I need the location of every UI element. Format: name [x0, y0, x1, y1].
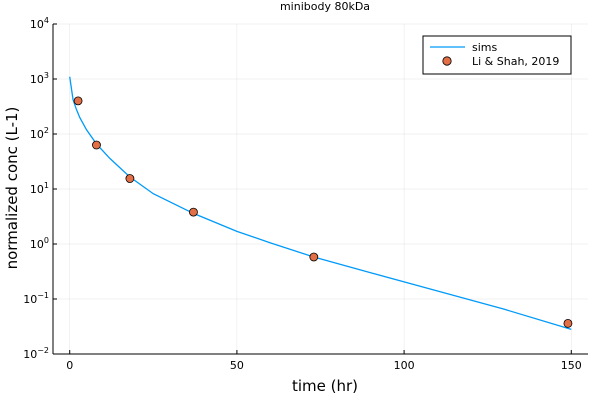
data-point-2	[125, 174, 135, 183]
data-point-4	[309, 252, 319, 262]
plot-series	[69, 76, 573, 331]
series-line-sims	[69, 76, 572, 331]
chart-title: minibody 80kDa	[280, 0, 370, 13]
x-tick-label-1: 50	[230, 359, 244, 372]
y-tick-label-4: 102	[30, 126, 49, 141]
legend: sims Li & Shah, 2019	[422, 35, 572, 75]
x-axis-label: time (hr)	[292, 377, 358, 395]
x-tick-label-2: 100	[394, 359, 415, 372]
y-tick-label-6: 104	[30, 16, 49, 31]
x-tick-label-0: 0	[66, 359, 73, 372]
y-tick-label-3: 101	[30, 181, 49, 196]
data-point-0	[73, 96, 83, 106]
data-point-5	[563, 319, 573, 328]
legend-label-li-shah: Li & Shah, 2019	[472, 55, 559, 68]
y-axis-label: normalized conc (L-1)	[3, 107, 21, 270]
y-tick-label-0: 10−2	[23, 346, 49, 361]
y-tick-label-2: 100	[30, 236, 49, 251]
data-point-3	[189, 207, 198, 217]
x-tick-label-3: 150	[561, 359, 582, 372]
data-point-1	[92, 140, 101, 150]
y-tick-label-1: 10−1	[23, 291, 49, 306]
y-tick-label-5: 103	[30, 71, 49, 86]
axis-ticks: 0 50 100 150 10−2 10−1 100 101 102 103 104	[23, 16, 582, 372]
legend-box	[422, 35, 572, 75]
legend-swatch-li-shah	[442, 56, 452, 66]
legend-label-sims: sims	[472, 41, 498, 54]
